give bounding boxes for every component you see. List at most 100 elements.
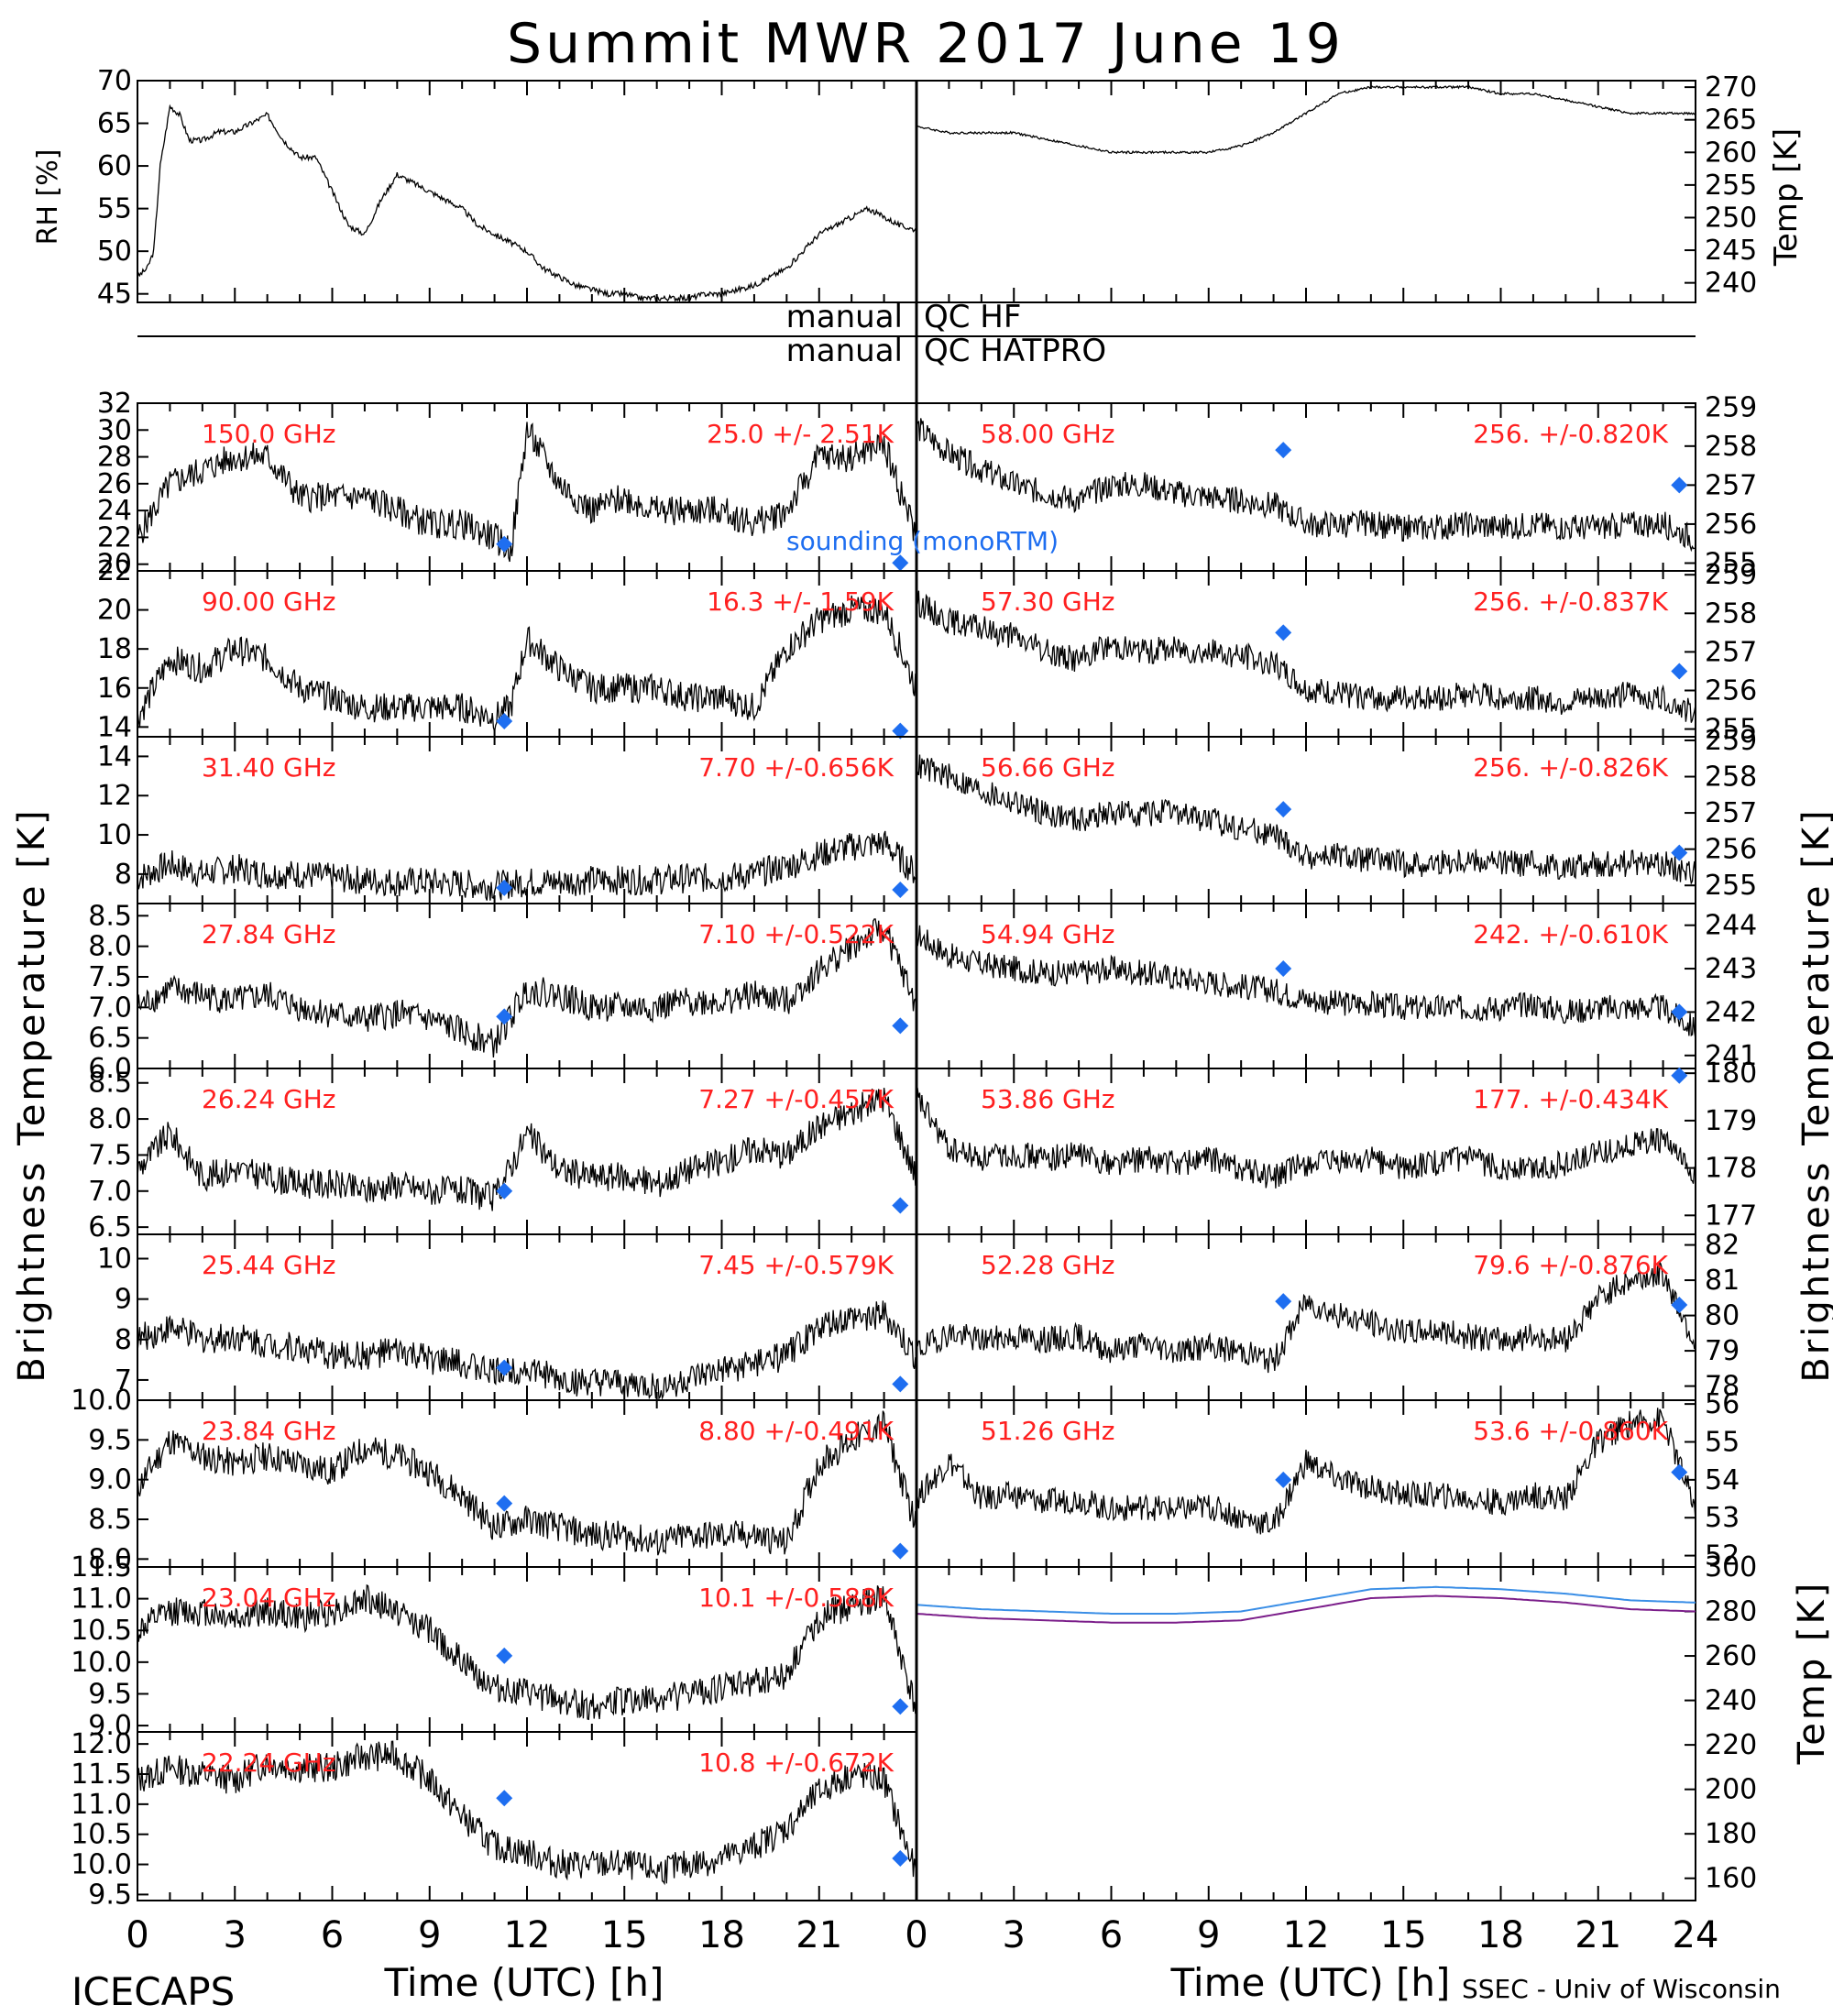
y-tick-label: 255 (1705, 170, 1757, 202)
y-tick-label: 177 (1705, 1200, 1757, 1232)
y-tick-label: 22 (97, 521, 132, 553)
y-tick-label: 9.0 (88, 1464, 132, 1496)
stat-label: 7.45 +/-0.579K (698, 1250, 894, 1280)
y-tick-label: 255 (1705, 547, 1757, 579)
stat-label: 53.6 +/-0.860K (1473, 1416, 1668, 1446)
frequency-label: 90.00 GHz (202, 586, 336, 617)
y-tick-label: 200 (1705, 1774, 1757, 1806)
y-tick-label: 260 (1705, 1640, 1757, 1672)
x-tick-label: 3 (1003, 1914, 1026, 1956)
y-tick-label: 28 (97, 442, 132, 474)
y-tick-label: 65 (97, 108, 132, 140)
stat-label: 242. +/-0.610K (1473, 919, 1668, 949)
x-tick-label: 21 (796, 1914, 842, 1956)
bb-temp-axis-label: Temp [K] (1791, 1581, 1833, 1766)
sounding-marker (496, 1008, 513, 1025)
y-tick-label: 26 (97, 468, 132, 500)
y-tick-label: 10 (97, 819, 132, 851)
y-tick-label: 258 (1705, 761, 1757, 794)
stat-label: 7.10 +/-0.522K (698, 919, 894, 949)
sounding-marker (1275, 442, 1292, 459)
y-tick-label: 256 (1705, 834, 1757, 866)
y-tick-label: 79 (1705, 1335, 1740, 1367)
y-tick-label: 255 (1705, 870, 1757, 902)
y-tick-label: 178 (1705, 1153, 1757, 1185)
frequency-label: 52.28 GHz (981, 1250, 1115, 1280)
y-tick-label: 53 (1705, 1502, 1740, 1534)
y-tick-label: 9.5 (88, 1678, 132, 1710)
y-tick-label: 10.5 (71, 1615, 132, 1647)
tb-series (916, 1087, 1696, 1189)
y-tick-label: 259 (1705, 725, 1757, 757)
y-tick-label: 56 (1705, 1388, 1740, 1420)
y-tick-label: 8.0 (88, 1543, 132, 1575)
y-tick-label: 256 (1705, 674, 1757, 707)
temp-axis-label: Temp [K] (1768, 128, 1805, 267)
y-tick-label: 257 (1705, 636, 1757, 668)
y-tick-label: 240 (1705, 1685, 1757, 1717)
y-tick-label: 22 (97, 555, 132, 587)
x-tick-label: 21 (1575, 1914, 1621, 1956)
x-tick-label: 18 (1477, 1914, 1524, 1956)
tb-left-axis-label: Brightness Temperature [K] (11, 807, 53, 1382)
sounding-marker (1671, 1067, 1688, 1084)
y-tick-label: 9.5 (88, 1879, 132, 1911)
sounding-marker (892, 1542, 909, 1560)
frequency-label: 56.66 GHz (981, 752, 1115, 783)
frequency-label: 51.26 GHz (981, 1416, 1115, 1446)
stat-label: 16.3 +/- 1.59K (707, 586, 894, 617)
y-tick-label: 258 (1705, 431, 1757, 463)
y-tick-label: 20 (97, 595, 132, 627)
stat-label: 7.70 +/-0.656K (698, 752, 894, 783)
sounding-marker (1275, 960, 1292, 978)
y-tick-label: 300 (1705, 1551, 1757, 1583)
y-tick-label: 160 (1705, 1863, 1757, 1895)
panel-layer: 4550556065702402452502552602652702022242… (71, 65, 1757, 1956)
figure-title: Summit MWR 2017 June 19 (507, 12, 1345, 76)
y-tick-label: 82 (1705, 1230, 1740, 1262)
y-tick-label: 24 (97, 495, 132, 527)
x-tick-label: 0 (126, 1914, 148, 1956)
y-tick-label: 6.5 (88, 1023, 132, 1055)
y-tick-label: 9.5 (88, 1424, 132, 1456)
stat-label: 256. +/-0.837K (1473, 586, 1668, 617)
sounding-marker (496, 1495, 513, 1512)
y-tick-label: 50 (97, 236, 132, 268)
y-tick-label: 265 (1705, 104, 1757, 137)
y-tick-label: 179 (1705, 1105, 1757, 1137)
frequency-label: 23.04 GHz (202, 1583, 336, 1613)
sounding-marker (892, 882, 909, 899)
sounding-marker (892, 1197, 909, 1214)
sounding-marker (892, 722, 909, 740)
y-tick-label: 7 (115, 1364, 132, 1397)
y-tick-label: 8.0 (88, 931, 132, 963)
x-tick-label: 3 (224, 1914, 247, 1956)
y-tick-label: 14 (97, 711, 132, 743)
y-tick-label: 11.5 (71, 1551, 132, 1583)
bb-hatpro-series (916, 1585, 1696, 1615)
y-tick-label: 258 (1705, 597, 1757, 630)
bb-hf-series (916, 1594, 1696, 1624)
x-tick-label: 12 (504, 1914, 551, 1956)
tb-series (137, 595, 917, 732)
stat-label: 8.80 +/-0.491K (698, 1416, 894, 1446)
sounding-marker (892, 1698, 909, 1715)
temp-series (916, 84, 1696, 155)
y-tick-label: 10.0 (71, 1647, 132, 1679)
qc-hf-right-label: QC HF (924, 299, 1021, 335)
y-tick-label: 12.0 (71, 1728, 132, 1760)
y-tick-label: 245 (1705, 235, 1757, 267)
tb-series (916, 754, 1696, 885)
sounding-marker (496, 1359, 513, 1376)
frequency-label: 25.44 GHz (202, 1250, 336, 1280)
y-tick-label: 8.0 (88, 1103, 132, 1135)
frequency-label: 150.0 GHz (202, 419, 336, 449)
y-tick-label: 12 (97, 780, 132, 812)
y-tick-label: 6.5 (88, 1211, 132, 1244)
x-axis-label-right: Time (UTC) [h] (1170, 1960, 1451, 2005)
y-tick-label: 257 (1705, 469, 1757, 501)
y-tick-label: 11.0 (71, 1583, 132, 1616)
x-tick-label: 12 (1283, 1914, 1330, 1956)
y-tick-label: 220 (1705, 1729, 1757, 1761)
